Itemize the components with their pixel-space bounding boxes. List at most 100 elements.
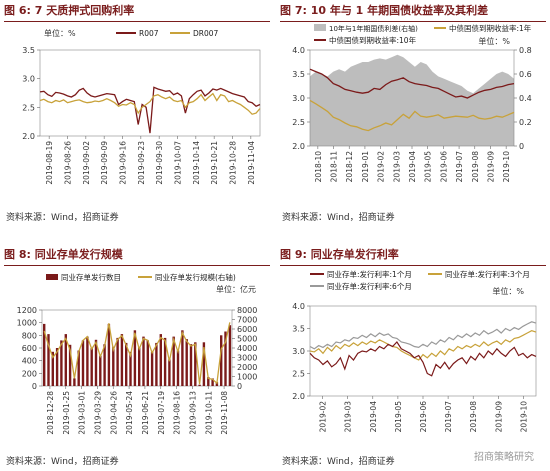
x-tick-label: 2019-09-16 (119, 141, 128, 185)
bar (64, 334, 67, 386)
y-tick-label: 4.0 (292, 46, 305, 55)
bar (86, 336, 89, 386)
y-tick-label: 200 (22, 369, 37, 378)
x-tick-label: 2019-09-23 (137, 141, 146, 185)
chart-title: 图 8: 同业存单发行规模 (4, 248, 123, 261)
watermark-text: 招商策略研究 (474, 452, 534, 463)
x-tick-label: 2019-03-29 (93, 391, 102, 435)
bar (51, 351, 54, 386)
y2-tick-label: 1000 (237, 373, 257, 382)
bar (81, 340, 85, 386)
x-tick-label: 2019-10-11 (204, 391, 213, 435)
x-tick-label: 2019-10-28 (229, 141, 238, 185)
chart-7-svg: 10年与1年期国债利差(右轴) 中债国债到期收益率:1年中债国债到期收益率:10年… (292, 23, 532, 183)
bar (55, 348, 59, 386)
chart-panel-9: 图 9: 同业存单发行利率 同业存单:发行利率:1个月 同业存单:发行利率:3个月… (280, 246, 546, 468)
bar (146, 340, 149, 386)
y-tick-label: 600 (22, 344, 37, 353)
x-tick-label: 2019-11-04 (247, 141, 256, 185)
x-tick-label: 2019-10-21 (210, 141, 219, 185)
bar (133, 330, 137, 386)
x-tick-label: 2019-06 (419, 401, 428, 433)
series-line-1y (309, 99, 515, 132)
series-line-10y (309, 68, 515, 99)
chart-8-svg: 同业存单发行数目 同业存单发行规模(右轴) 单位：亿元 0 200 400 600 800 10… (17, 272, 258, 435)
chart-title: 图 6: 7 天质押式回购利率 (4, 4, 135, 17)
x-tick-label: 2019-09-09 (100, 141, 109, 185)
x-tick-label: 2019-10-14 (192, 141, 201, 185)
legend-swatch (314, 24, 326, 31)
bar (172, 336, 175, 386)
plot-frame (309, 305, 537, 397)
bar (155, 342, 158, 386)
series-line-gold (309, 330, 537, 361)
legend-swatch (46, 274, 58, 280)
x-tick-label: 2019-01 (361, 151, 370, 183)
y-tick-label: 3.5 (292, 325, 305, 334)
x-tick-label: 2019-03 (392, 151, 401, 183)
bar (189, 344, 193, 386)
x-tick-label: 2019-01-25 (62, 391, 71, 435)
legend-label: R007 (139, 29, 159, 38)
bar (168, 359, 171, 386)
plot-frame (39, 49, 261, 137)
x-tick-label: 2019-09-13 (188, 391, 197, 435)
bar (163, 337, 167, 386)
x-tick-label: 2018-12 (345, 151, 354, 183)
bar (207, 377, 210, 386)
x-tick-label: 2019-10-07 (174, 141, 183, 185)
y-tick-label: 800 (22, 331, 37, 340)
bar (60, 340, 63, 386)
y-tick-label: 2.5 (22, 103, 35, 112)
x-tick-label: 2019-10 (519, 401, 528, 433)
x-tick-label: 2018-12-28 (46, 391, 55, 435)
x-tick-label: 2019-11-08 (220, 391, 229, 435)
y2-tick-label: 0.4 (519, 94, 532, 103)
bar (194, 342, 197, 386)
chart-6-svg: 单位：% R007 DR007 2.0 2.5 3.0 3.5 2019-08-19 2019-… (22, 28, 261, 185)
y-tick-label: 400 (22, 357, 37, 366)
legend-label: DR007 (193, 29, 219, 38)
bar (220, 335, 223, 386)
bar (185, 339, 188, 386)
y-tick-label: 3.0 (292, 94, 305, 103)
y2-tick-label: 0.8 (519, 46, 532, 55)
bar (120, 334, 124, 386)
title-rule (280, 21, 546, 22)
spread-area (310, 54, 514, 146)
x-tick-label: 2019-05-24 (125, 391, 134, 435)
y-tick-label: 3.5 (292, 70, 305, 79)
bar (103, 344, 106, 386)
chart-panel-6: 图 6: 7 天质押式回购利率 单位：% R007 DR007 2.0 2.5 3.0 3.… (4, 2, 270, 228)
x-tick-label: 2019-07 (455, 151, 464, 183)
y-tick-label: 1200 (17, 306, 37, 315)
series-line-dr007 (39, 92, 261, 115)
bar (159, 334, 162, 386)
bar (150, 351, 154, 386)
chart-title: 图 9: 同业存单发行利率 (280, 248, 399, 261)
bar (198, 384, 201, 386)
bar (77, 350, 80, 386)
bar (43, 323, 46, 386)
legend-label: 同业存单发行规模(右轴) (155, 272, 236, 282)
x-tick-label: 2019-08 (469, 401, 478, 433)
bar (73, 378, 76, 386)
y2-tick-label: 0 (519, 142, 524, 151)
y-tick-label: 2.0 (22, 132, 35, 141)
legend-label: 中债国债到期收益率:10年 (329, 35, 417, 45)
y-tick-label: 4.0 (292, 302, 305, 311)
source-note: 资料来源：Wind，招商证券 (282, 213, 395, 223)
x-tick-label: 2019-09-02 (82, 141, 91, 185)
bar (107, 323, 111, 386)
bar (228, 325, 232, 386)
series-line-scale (43, 322, 231, 385)
y2-tick-label: 4000 (237, 344, 257, 353)
y-tick-label: 2.0 (292, 142, 305, 151)
x-tick-label: 2019-06 (439, 151, 448, 183)
bar (176, 350, 180, 386)
legend-label: 中债国债到期收益率:1年 (449, 23, 532, 33)
x-tick-label: 2019-05 (424, 151, 433, 183)
x-tick-label: 2018-11 (330, 151, 339, 183)
bar (181, 330, 184, 386)
series-line-r007 (39, 86, 261, 134)
